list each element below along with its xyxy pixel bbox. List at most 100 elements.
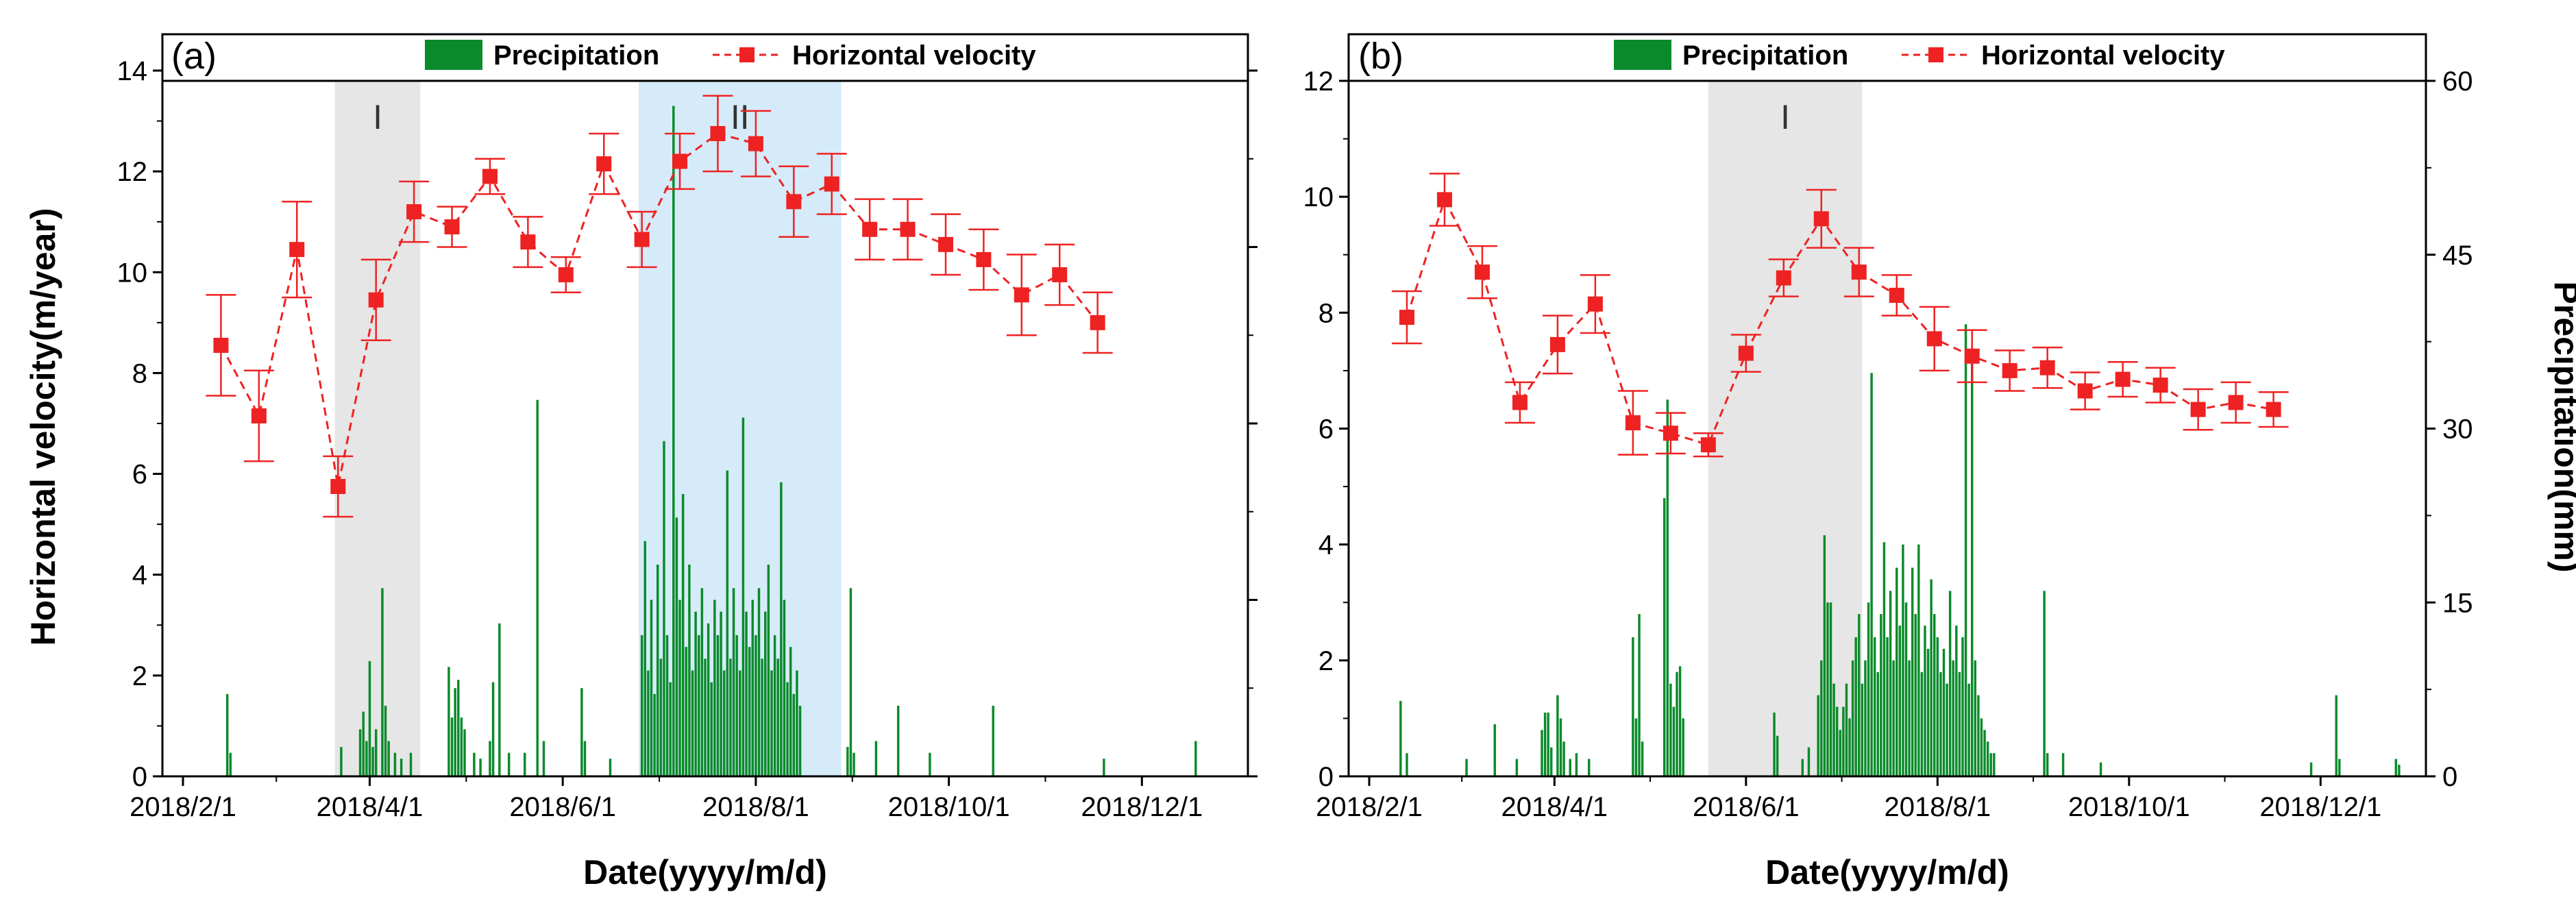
velocity-point — [862, 221, 878, 237]
precip-bar — [1399, 701, 1402, 776]
precip-bar — [755, 635, 757, 776]
velocity-point — [748, 136, 763, 151]
precip-bar — [460, 717, 463, 776]
precip-bar — [1993, 753, 1996, 776]
precip-bar — [767, 565, 770, 776]
y-right-tick-label: 30 — [2442, 415, 2473, 445]
velocity-point — [289, 242, 305, 258]
precip-bar — [365, 741, 368, 776]
precip-bar — [457, 680, 460, 776]
precip-bar — [1672, 706, 1676, 776]
highlight-regions: I — [1708, 81, 1863, 776]
legend-precip-label: Precipitation — [493, 40, 659, 71]
precip-bar — [1876, 671, 1879, 776]
plot-frame — [161, 33, 1249, 778]
precip-bar — [1924, 626, 1926, 776]
velocity-series — [206, 95, 1113, 518]
precip-bar — [849, 588, 852, 776]
precip-bar — [1864, 660, 1867, 776]
x-tick-label: 2018/4/1 — [317, 792, 424, 822]
velocity-point — [2152, 378, 2168, 393]
precip-bar — [735, 635, 738, 776]
y-left-tick-label: 4 — [1318, 530, 1334, 560]
panel-b: I 2018/2/1 2018/4/1 2018/6/1 2018/8/1 2018/1… — [1303, 33, 2576, 891]
precip-bar — [1958, 671, 1961, 776]
precip-bar — [340, 747, 343, 776]
precip-bar — [1776, 735, 1779, 776]
precip-bar — [1939, 671, 1942, 776]
precip-bar — [583, 741, 587, 776]
precip-bar — [1682, 718, 1684, 776]
velocity-point — [330, 478, 346, 494]
precip-bar — [450, 717, 454, 776]
velocity-point — [251, 408, 267, 423]
y-left-tick-label: 4 — [132, 560, 147, 591]
precip-bar — [1854, 637, 1857, 776]
velocity-series — [1391, 173, 2289, 458]
precip-bar — [1964, 324, 1967, 776]
velocity-point — [2002, 362, 2017, 378]
velocity-point — [1700, 437, 1716, 453]
precip-bar — [700, 588, 704, 776]
precip-bar — [1588, 759, 1591, 776]
x-tick-label: 2018/2/1 — [130, 792, 236, 822]
precip-bar — [792, 693, 796, 776]
velocity-point — [672, 153, 688, 169]
precip-bar — [704, 658, 707, 776]
precip-bar — [1832, 683, 1835, 776]
precip-bar — [665, 635, 669, 776]
precip-bar — [489, 741, 491, 776]
precip-bar — [647, 670, 650, 776]
precip-bar — [1515, 759, 1519, 776]
x-tick-label: 2018/8/1 — [702, 792, 809, 822]
precip-bar — [1676, 671, 1678, 776]
precip-bar — [846, 747, 849, 776]
precip-bar — [1807, 747, 1811, 776]
precip-bar — [1933, 614, 1936, 776]
y-left-tick-label: 12 — [117, 157, 148, 187]
plot-frame — [1347, 33, 2427, 778]
precip-bar — [1896, 567, 1898, 776]
precip-bar — [929, 752, 931, 776]
precip-bar — [1103, 759, 1105, 776]
precip-bar — [1465, 759, 1468, 776]
precip-bar — [685, 647, 688, 776]
precip-bar — [1547, 712, 1549, 776]
precip-bar — [1886, 637, 1889, 776]
precip-bar — [1634, 718, 1638, 776]
y-right-tick-label: 15 — [2442, 588, 2473, 618]
precip-bar — [1845, 683, 1848, 776]
precip-bar — [536, 399, 539, 776]
legend-velocity-marker — [1928, 47, 1943, 62]
precip-bar — [447, 667, 450, 776]
y-left-tick-label: 10 — [117, 258, 148, 288]
precip-bar — [726, 470, 729, 776]
velocity-point — [1776, 270, 1791, 286]
precip-bar — [773, 635, 776, 776]
precip-bar — [691, 670, 694, 776]
x-tick-label: 2018/6/1 — [509, 792, 616, 822]
precip-bar — [491, 682, 495, 776]
precip-bar — [1861, 683, 1864, 776]
precip-bar — [698, 635, 700, 776]
velocity-point — [900, 221, 916, 237]
precip-bar — [1926, 648, 1930, 776]
precip-bar — [1823, 535, 1826, 776]
legend: Precipitation Horizontal velocity — [1614, 40, 2225, 71]
velocity-point — [1587, 296, 1603, 312]
precip-bar — [1575, 753, 1578, 776]
precip-bar — [1848, 718, 1851, 776]
velocity-point — [1052, 267, 1068, 282]
precip-bar — [454, 688, 456, 776]
y-left-tick-label: 6 — [1318, 415, 1334, 445]
precip-bar — [729, 658, 732, 776]
precip-bar — [473, 752, 476, 776]
velocity-point — [1663, 426, 1678, 441]
precip-bar — [1902, 544, 1904, 776]
precip-bar — [368, 661, 371, 776]
precip-bar — [1826, 602, 1829, 776]
velocity-point — [406, 204, 422, 219]
precip-bar — [1556, 695, 1559, 776]
region-I — [334, 81, 421, 776]
